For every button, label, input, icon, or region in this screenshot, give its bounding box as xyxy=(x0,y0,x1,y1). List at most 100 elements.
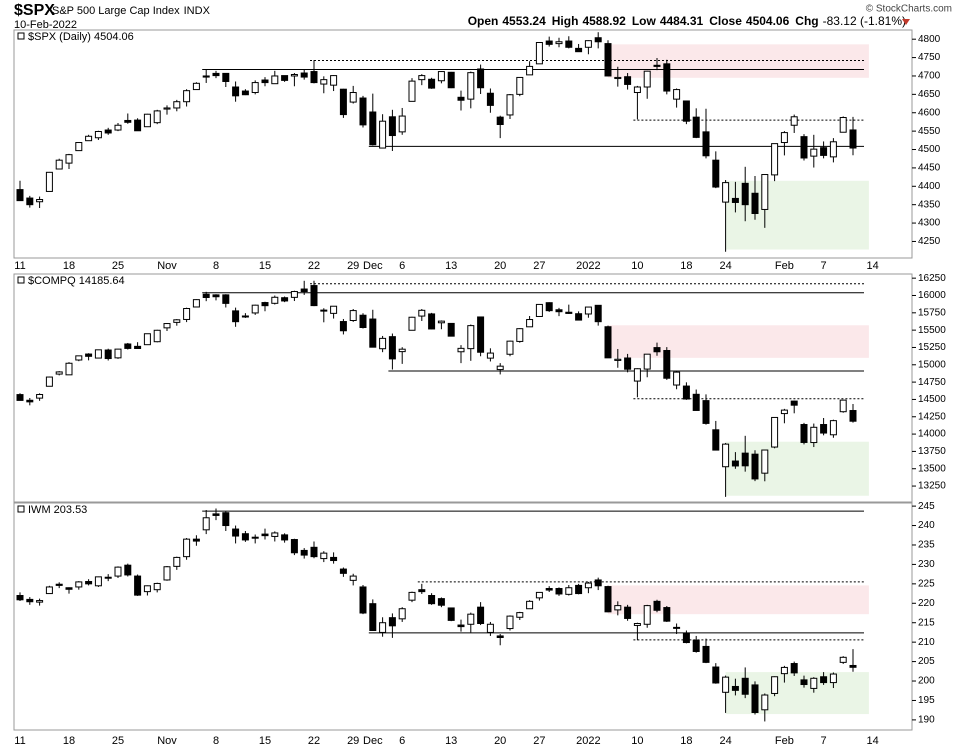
candle-body xyxy=(271,296,279,304)
name: S&P 500 Large Cap Index INDX xyxy=(52,5,211,17)
zone xyxy=(725,441,869,496)
zone xyxy=(608,44,869,78)
candle-body xyxy=(428,313,436,330)
candle-body xyxy=(712,159,720,188)
y-tick-label: 14000 xyxy=(918,429,946,440)
candle-body xyxy=(663,63,671,92)
candle-body xyxy=(261,302,269,307)
candle-body xyxy=(673,89,681,100)
candle-body xyxy=(663,607,671,622)
candle-body xyxy=(790,400,798,406)
candle-body xyxy=(741,182,749,206)
candle-body xyxy=(36,600,44,603)
candle-body xyxy=(535,42,543,65)
candle-body xyxy=(535,591,543,599)
candle-body xyxy=(682,100,690,122)
label: Low xyxy=(632,14,657,28)
candle-body xyxy=(339,321,347,332)
candle-body xyxy=(702,645,710,663)
candle-body xyxy=(153,582,161,591)
candle-body xyxy=(114,566,122,577)
candle-body xyxy=(584,40,592,48)
y-tick-label: 4350 xyxy=(918,199,941,210)
quote: Open 4553.24 High 4588.92 Low 4484.31 Close 450… xyxy=(468,14,906,28)
y-tick-label: 13250 xyxy=(918,481,946,492)
candle-body xyxy=(771,143,779,176)
x-tick-label: 18 xyxy=(63,260,75,272)
x-tick-label: 27 xyxy=(533,260,545,272)
candle-body xyxy=(202,517,210,531)
candle-body xyxy=(594,37,602,43)
candle-body xyxy=(457,624,465,628)
candle-body xyxy=(330,305,338,314)
candle-body xyxy=(339,568,347,574)
candle-body xyxy=(682,632,690,644)
candle-body xyxy=(45,171,53,192)
candle-body xyxy=(437,598,445,606)
panel-title: $COMPQ 14185.64 xyxy=(28,275,125,287)
candle-body xyxy=(829,420,837,436)
candle-body xyxy=(428,78,436,89)
legend-icon xyxy=(17,276,25,284)
candle-body xyxy=(780,409,788,415)
candle-body xyxy=(369,111,377,146)
y-tick-label: 225 xyxy=(918,578,935,589)
candle-body xyxy=(65,362,73,376)
candle-body xyxy=(134,119,142,132)
candle-body xyxy=(163,107,171,110)
candle-body xyxy=(418,309,426,317)
x-tick-label: Feb xyxy=(775,735,794,747)
candle-body xyxy=(310,285,318,307)
x-tick-label: 2022 xyxy=(576,260,600,272)
candle-body xyxy=(271,532,279,537)
candle-body xyxy=(731,685,739,691)
candle-body xyxy=(36,394,44,399)
candle-body xyxy=(379,120,387,149)
candle-body xyxy=(477,68,485,89)
label: Chg xyxy=(795,14,818,28)
x-tick-label: 24 xyxy=(719,735,731,747)
y-tick-label: 240 xyxy=(918,520,935,531)
label: High xyxy=(552,14,579,28)
candle-body xyxy=(712,666,720,684)
y-tick-label: 235 xyxy=(918,540,935,551)
x-tick-label: 18 xyxy=(680,735,692,747)
candle-body xyxy=(418,75,426,81)
candle-body xyxy=(379,622,387,633)
candle-body xyxy=(300,288,308,293)
candle-body xyxy=(75,142,83,152)
close-value: 4504.06 xyxy=(746,14,790,28)
candle-body xyxy=(26,598,34,603)
candle-body xyxy=(731,460,739,467)
candle-body xyxy=(241,533,249,541)
y-tick-label: 13750 xyxy=(918,446,946,457)
legend-icon xyxy=(17,32,25,40)
candle-body xyxy=(555,588,563,595)
y-tick-label: 16000 xyxy=(918,290,946,301)
candle-body xyxy=(486,623,494,633)
y-tick-label: 15000 xyxy=(918,359,946,370)
candle-body xyxy=(849,410,857,422)
y-tick-label: 210 xyxy=(918,637,935,648)
zone xyxy=(725,672,869,715)
candle-body xyxy=(163,566,171,581)
candle-body xyxy=(614,605,622,611)
candle-body xyxy=(447,71,455,89)
y-tick-label: 4600 xyxy=(918,107,941,118)
y-tick-label: 230 xyxy=(918,559,935,570)
y-tick-label: 4450 xyxy=(918,163,941,174)
candle-body xyxy=(437,71,445,82)
candle-body xyxy=(526,65,534,76)
candle-body xyxy=(36,199,44,203)
candle-body xyxy=(212,513,220,516)
y-tick-label: 16250 xyxy=(918,273,946,284)
candle-body xyxy=(261,79,269,84)
candle-body xyxy=(163,323,171,329)
candle-body xyxy=(134,345,142,349)
candle-body xyxy=(839,399,847,413)
candle-body xyxy=(810,677,818,689)
candle-body xyxy=(300,549,308,556)
candle-body xyxy=(457,96,465,101)
x-tick-label: 13 xyxy=(445,735,457,747)
candle-body xyxy=(251,82,259,94)
